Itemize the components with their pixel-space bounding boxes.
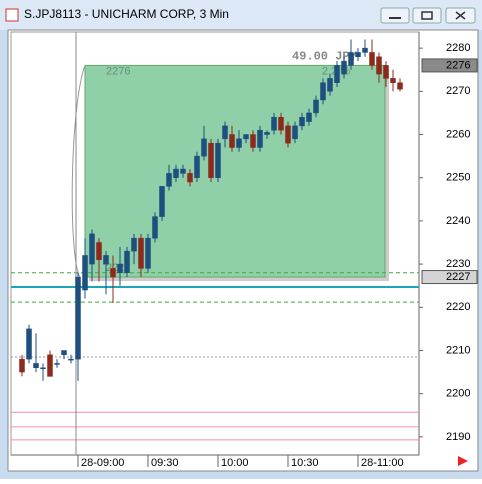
y-tick-label: 2200 [446, 388, 470, 400]
candle-body [40, 367, 46, 370]
candle-body [61, 350, 67, 356]
candle-body [173, 168, 179, 178]
y-tick-label: 2280 [446, 42, 470, 54]
x-tick-label: 10:30 [291, 457, 319, 469]
app-icon [5, 8, 19, 22]
range-change: 49.00 JPY [292, 50, 358, 64]
restore-button[interactable] [412, 7, 442, 24]
candle-body [145, 237, 151, 269]
candle-body [229, 134, 235, 148]
price-marker [421, 58, 478, 73]
candle-body [264, 132, 270, 135]
candle-body [47, 354, 53, 377]
minimize-button[interactable] [380, 7, 410, 24]
candle-body [236, 138, 242, 148]
candle-body [390, 78, 396, 83]
candle-body [313, 99, 319, 114]
candle-body [201, 138, 207, 157]
candle-body [348, 52, 354, 66]
y-tick-label: 2220 [446, 301, 470, 313]
candle-body [82, 255, 88, 291]
candle-body [327, 78, 333, 92]
candle-body [180, 168, 186, 174]
price-marker-label: 2227 [446, 271, 470, 283]
price-marker [421, 270, 478, 285]
candle-body [89, 233, 95, 265]
price-marker-label: 2276 [446, 59, 470, 71]
y-tick-label: 2190 [446, 431, 470, 443]
candle-body [33, 363, 39, 369]
window-title: S.JPJ8113 - UNICHARM CORP, 3 Min [24, 7, 229, 21]
candle-body [152, 216, 158, 239]
candle-body [68, 358, 74, 361]
y-tick-label: 2230 [446, 258, 470, 270]
candle-body [138, 237, 144, 269]
candle-body [397, 82, 403, 90]
candle-body [215, 142, 221, 178]
candle-body [103, 255, 109, 265]
y-tick-label: 2250 [446, 172, 470, 184]
candle-body [292, 125, 298, 140]
candle-body [131, 237, 137, 252]
candle-body [383, 65, 389, 79]
scroll-arrow[interactable] [458, 456, 468, 466]
candle-body [285, 125, 291, 144]
candle-body [110, 268, 116, 278]
restore-icon [421, 11, 433, 20]
candle-body [54, 363, 60, 365]
candle-body [299, 116, 305, 127]
range-box [84, 64, 386, 278]
candle-body [75, 276, 81, 360]
x-tick-label: 10:00 [221, 457, 249, 469]
y-tick-label: 2210 [446, 344, 470, 356]
candle-body [243, 134, 249, 140]
x-tick-label: 09:30 [151, 457, 179, 469]
candle-body [369, 52, 375, 66]
candle-body [250, 134, 256, 148]
candle-body [306, 112, 312, 122]
y-tick-label: 2270 [446, 85, 470, 97]
candle-body [96, 242, 102, 261]
candle-body [362, 47, 368, 53]
candle-body [166, 173, 172, 187]
close-icon [455, 11, 466, 20]
x-tick-label: 28-09:00 [81, 457, 124, 469]
candle-body [278, 116, 284, 131]
range-top-label: 2276 [106, 65, 130, 77]
candle-body [159, 186, 165, 217]
candle-body [271, 116, 277, 131]
candle-body [341, 60, 347, 75]
candle-body [26, 328, 32, 360]
candle-body [19, 358, 25, 373]
candle-body [117, 263, 123, 273]
candle-body [222, 125, 228, 140]
y-tick-label: 2260 [446, 128, 470, 140]
candle-body [376, 56, 382, 75]
x-tick-label: 28-11:00 [361, 457, 404, 469]
candle-body [194, 155, 200, 178]
candle-body [257, 129, 263, 148]
candle-body [355, 52, 361, 58]
candle-body [334, 65, 340, 83]
candle-body [187, 173, 193, 183]
candle-body [124, 250, 130, 273]
candle-body [320, 82, 326, 101]
candle-body [208, 142, 214, 178]
y-tick-label: 2240 [446, 215, 470, 227]
